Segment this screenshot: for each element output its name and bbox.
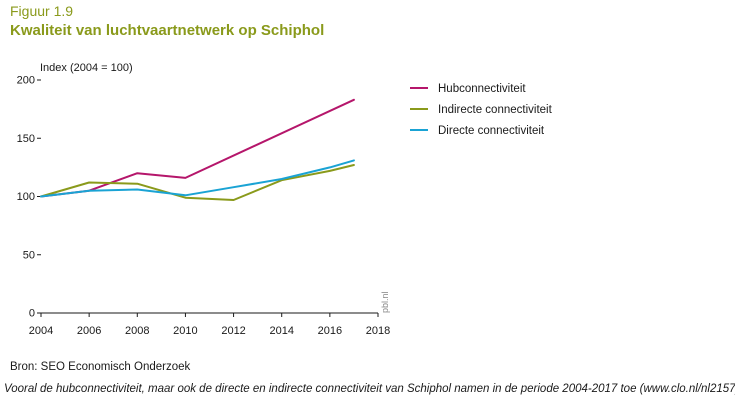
source-note: Bron: SEO Economisch Onderzoek xyxy=(10,361,191,373)
y-axis-label: Index (2004 = 100) xyxy=(40,62,133,74)
legend-label-indirecte-connectiviteit: Indirecte connectiviteit xyxy=(438,104,553,116)
series-lines xyxy=(40,98,355,201)
watermark: pbl.nl xyxy=(380,291,390,313)
series-line-directe-connectiviteit xyxy=(40,159,355,198)
x-tick-label: 2018 xyxy=(366,325,390,337)
x-tick-label: 2012 xyxy=(221,325,245,337)
y-tick-label: 50 xyxy=(23,249,35,261)
x-tick-label: 2016 xyxy=(318,325,342,337)
y-tick-label: 0 xyxy=(29,308,35,320)
y-tick-label: 150 xyxy=(17,133,35,145)
legend-label-hubconnectiviteit: Hubconnectiviteit xyxy=(438,83,526,95)
x-tick-label: 2010 xyxy=(173,325,197,337)
figure-caption: Vooral de hubconnectiviteit, maar ook de… xyxy=(4,383,735,395)
x-tick-label: 2014 xyxy=(269,325,293,337)
x-tick-label: 2006 xyxy=(77,325,101,337)
figure-title: Kwaliteit van luchtvaartnetwerk op Schip… xyxy=(10,22,325,39)
y-tick-label: 200 xyxy=(17,75,35,87)
figure-number: Figuur 1.9 xyxy=(10,3,74,19)
line-chart: Index (2004 = 100) 0 50 100 150 200 2004 2006 2… xyxy=(17,62,553,338)
series-line-indirecte-connectiviteit xyxy=(40,164,355,201)
x-tick-label: 2004 xyxy=(29,325,53,337)
x-tick-label: 2008 xyxy=(125,325,149,337)
legend-label-directe-connectiviteit: Directe connectiviteit xyxy=(438,125,545,137)
y-tick-label: 100 xyxy=(17,191,35,203)
legend: Hubconnectiviteit Indirecte connectivitei… xyxy=(410,83,553,137)
axes: 0 50 100 150 200 2004 2006 2008 2010 2012 2014 2016… xyxy=(17,75,391,338)
